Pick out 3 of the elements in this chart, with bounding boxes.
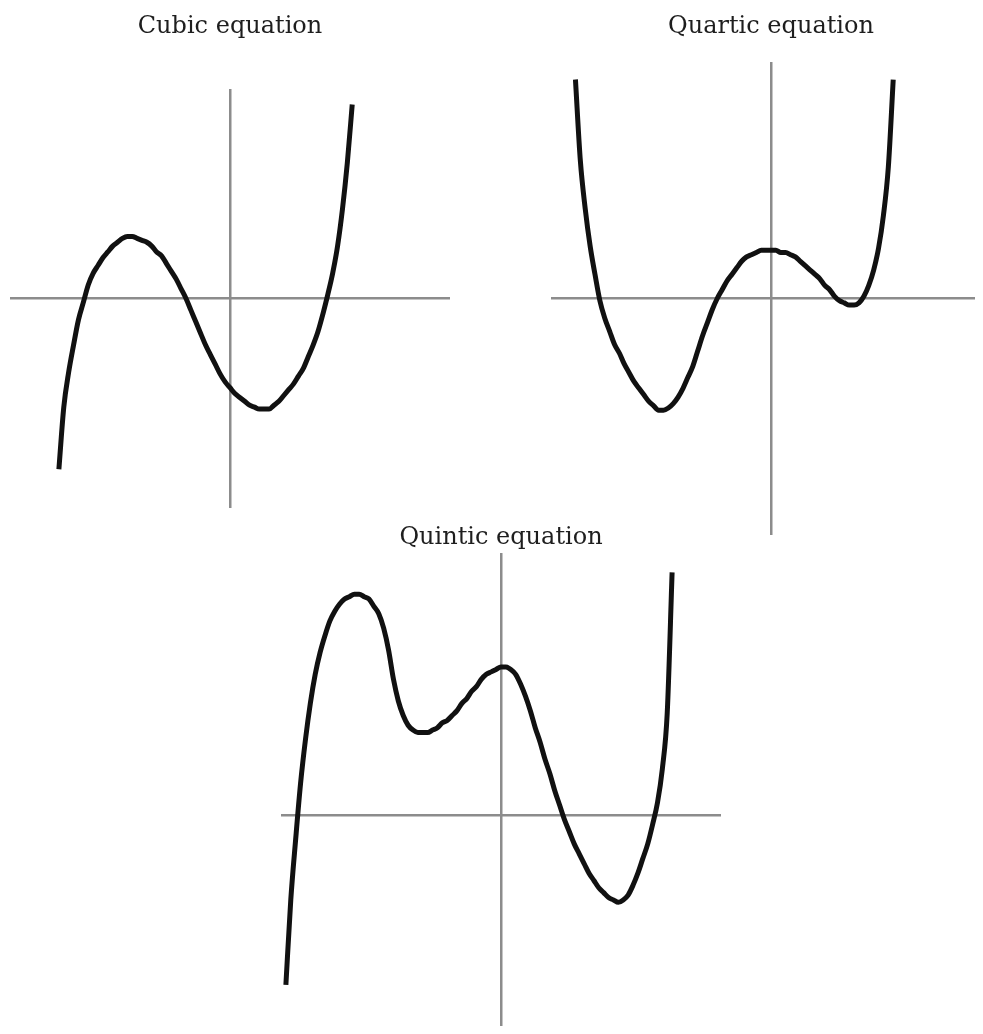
chart-title: Quartic equation: [667, 10, 875, 41]
chart-title: Quintic equation: [398, 521, 604, 552]
chart-title: Cubic equation: [136, 10, 324, 41]
